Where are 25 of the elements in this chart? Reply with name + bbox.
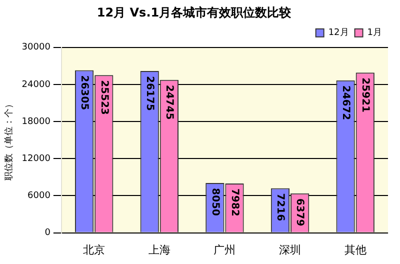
y-tick-label: 12000	[22, 154, 51, 164]
data-label: 8050	[209, 188, 220, 216]
x-tick-label: 上海	[148, 243, 170, 256]
data-label: 7982	[228, 188, 240, 216]
y-axis-title: 职位数（单位：个）	[4, 100, 15, 181]
y-tick-label: 30000	[22, 42, 51, 53]
y-tick-label: 0	[44, 228, 51, 238]
data-label: 6379	[294, 198, 306, 226]
data-label: 26175	[144, 76, 156, 111]
legend-label: 1月	[367, 28, 382, 38]
legend-label: 12月	[328, 28, 349, 38]
data-label: 25921	[360, 78, 371, 112]
y-tick-label: 6000	[28, 191, 51, 202]
data-label: 25523	[98, 80, 110, 115]
data-label: 24672	[340, 85, 351, 120]
x-tick-label: 深圳	[279, 243, 302, 256]
y-tick-label: 24000	[22, 80, 51, 90]
chart-title: 12月 Vs.1月各城市有效职位数比较	[96, 5, 292, 20]
x-tick-label: 北京	[83, 243, 106, 256]
data-label: 26305	[78, 75, 90, 110]
y-tick-label: 18000	[22, 116, 51, 127]
data-label: 7216	[274, 193, 286, 222]
x-tick-label: 广州	[214, 243, 236, 256]
data-label: 24745	[164, 84, 175, 120]
x-tick-label: 其他	[344, 243, 366, 256]
